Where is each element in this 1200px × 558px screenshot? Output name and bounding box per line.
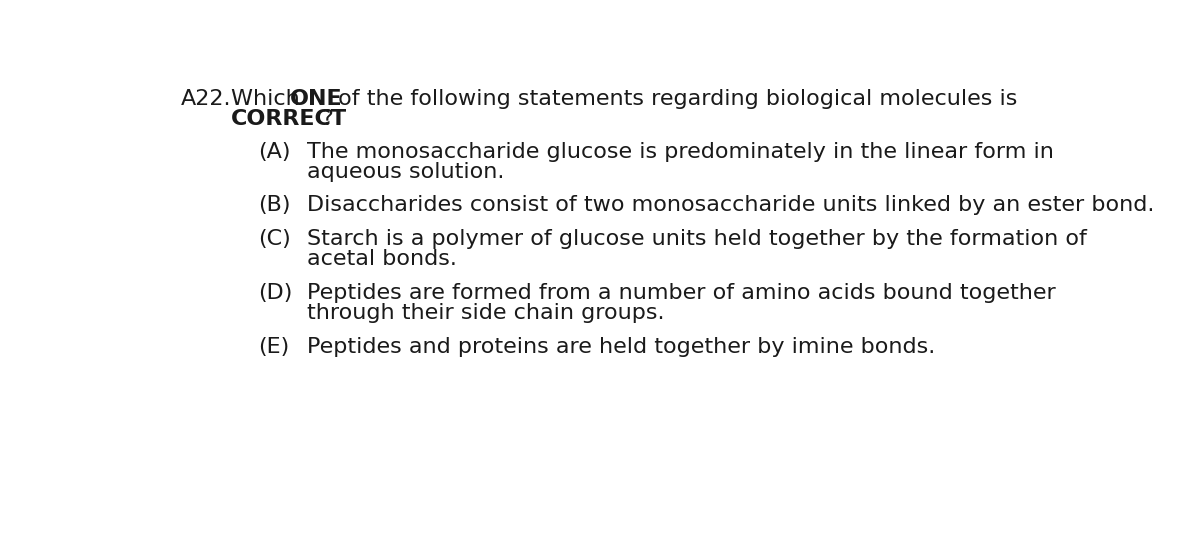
Text: (B): (B) xyxy=(258,195,292,215)
Text: Disaccharides consist of two monosaccharide units linked by an ester bond.: Disaccharides consist of two monosacchar… xyxy=(306,195,1154,215)
Text: Starch is a polymer of glucose units held together by the formation of: Starch is a polymer of glucose units hel… xyxy=(306,229,1086,249)
Text: Peptides and proteins are held together by imine bonds.: Peptides and proteins are held together … xyxy=(306,337,935,357)
Text: (C): (C) xyxy=(258,229,292,249)
Text: of the following statements regarding biological molecules is: of the following statements regarding bi… xyxy=(331,89,1018,108)
Text: aqueous solution.: aqueous solution. xyxy=(306,162,504,182)
Text: Which: Which xyxy=(232,89,307,108)
Text: (E): (E) xyxy=(258,337,289,357)
Text: acetal bonds.: acetal bonds. xyxy=(306,249,456,270)
Text: ?: ? xyxy=(322,109,334,129)
Text: Peptides are formed from a number of amino acids bound together: Peptides are formed from a number of ami… xyxy=(306,283,1055,303)
Text: through their side chain groups.: through their side chain groups. xyxy=(306,304,664,323)
Text: CORRECT: CORRECT xyxy=(232,109,348,129)
Text: ONE: ONE xyxy=(290,89,343,108)
Text: The monosaccharide glucose is predominately in the linear form in: The monosaccharide glucose is predominat… xyxy=(306,142,1054,162)
Text: (D): (D) xyxy=(258,283,293,303)
Text: A22.: A22. xyxy=(181,89,232,108)
Text: (A): (A) xyxy=(258,142,292,162)
